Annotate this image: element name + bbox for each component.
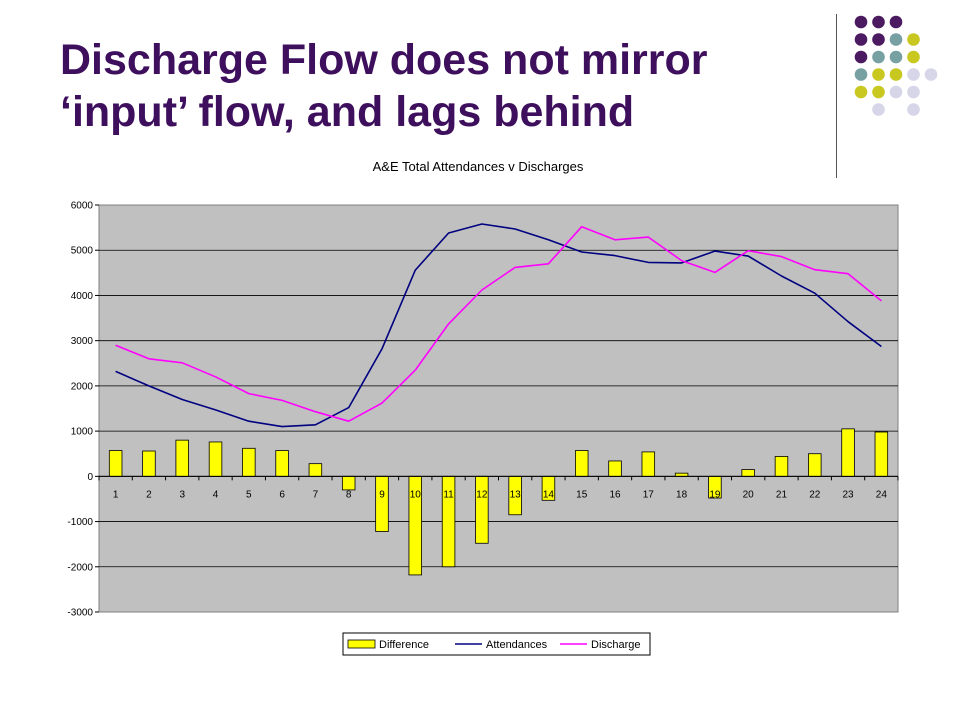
discharge-line [115, 225, 882, 423]
y-tick-label: -1000 [67, 517, 93, 528]
y-tick-label: 1000 [71, 427, 94, 438]
plot-area [98, 204, 899, 613]
y-tick-label: 4000 [71, 291, 94, 302]
difference-bar [774, 456, 789, 477]
y-tick-label: 5000 [71, 246, 94, 257]
x-tick-label: 8 [346, 489, 352, 500]
x-tick-label: 1 [113, 489, 119, 500]
decor-dot [872, 68, 885, 81]
x-tick-label: 15 [576, 489, 588, 500]
decor-dot [889, 50, 903, 64]
chart-title: A&E Total Attendances v Discharges [373, 159, 584, 174]
x-tick-label: 3 [179, 489, 185, 500]
decorative-dot-grid [854, 15, 938, 116]
difference-bar [108, 450, 123, 477]
decor-dot [854, 68, 868, 81]
x-tick-label: 7 [313, 489, 319, 500]
x-tick-label: 13 [510, 489, 522, 500]
decor-dot [872, 103, 885, 116]
x-tick-label: 20 [743, 489, 755, 500]
attendances-line [115, 223, 882, 428]
x-tick-label: 16 [609, 489, 621, 500]
decor-dot [889, 85, 903, 99]
legend-label-difference: Difference [379, 639, 429, 651]
y-tick-label: 3000 [71, 336, 94, 347]
difference-bar [308, 463, 323, 477]
legend-box [342, 632, 651, 656]
difference-bar [608, 460, 622, 477]
difference-bar [741, 469, 755, 477]
decor-dot [907, 33, 920, 46]
difference-bar [475, 475, 489, 544]
difference-bar [275, 450, 289, 477]
y-tick-label: -3000 [67, 608, 93, 619]
difference-bar [874, 431, 889, 477]
x-tick-label: 6 [279, 489, 285, 500]
x-tick-label: 10 [410, 489, 422, 500]
y-tick-label: 0 [87, 472, 93, 483]
difference-bar [575, 450, 589, 477]
decor-dot [889, 68, 903, 81]
vertical-divider [836, 14, 837, 178]
difference-bar [208, 441, 223, 477]
difference-bar [808, 453, 822, 477]
decor-dot [854, 50, 868, 64]
slide-title-line-1: Discharge Flow does not mirror [60, 36, 708, 84]
slide-title: Discharge Flow does not mirror ‘input’ f… [60, 34, 820, 138]
y-tick-label: -2000 [67, 562, 93, 573]
decor-dot [889, 15, 903, 29]
decor-dot [872, 50, 885, 64]
decor-dot [854, 15, 868, 29]
series-lines [115, 223, 882, 428]
x-tick-label: 12 [476, 489, 488, 500]
difference-bar [175, 439, 189, 477]
decor-dot [872, 33, 885, 46]
x-tick-label: 11 [443, 489, 454, 500]
decor-dot [872, 85, 885, 99]
decor-dot [907, 50, 920, 64]
x-tick-label: 9 [379, 489, 385, 500]
difference-bar [341, 475, 356, 491]
x-tick-label: 19 [709, 489, 721, 500]
y-axis-ticks: 6000 5000 4000 3000 2000 1000 0 -1000 -2000 -3000 [67, 201, 99, 619]
x-tick-label: 18 [676, 489, 688, 500]
decor-dot [907, 68, 920, 81]
x-tick-label: 14 [543, 489, 555, 500]
decor-dot [872, 15, 885, 29]
x-tick-label: 23 [843, 489, 855, 500]
legend-label-attendances: Attendances [486, 639, 548, 651]
chart-legend: Difference Attendances Discharge [342, 632, 651, 656]
legend-label-discharge: Discharge [591, 639, 641, 651]
decor-dot [854, 85, 868, 99]
difference-bar [142, 450, 156, 477]
difference-bar [242, 447, 256, 477]
x-tick-label: 2 [146, 489, 152, 500]
gridlines [99, 249, 898, 568]
difference-bar [841, 428, 855, 477]
slide-title-line-2: ‘input’ flow, and lags behind [60, 88, 635, 136]
x-tick-label: 21 [776, 489, 788, 500]
decor-dot [924, 68, 938, 81]
legend-swatch-difference [347, 639, 376, 649]
x-tick-label: 4 [213, 489, 219, 500]
x-tick-label: 24 [876, 489, 888, 500]
decor-dot [907, 85, 920, 99]
decor-dot [889, 33, 903, 46]
decor-dot [907, 103, 920, 116]
decor-dot [854, 33, 868, 46]
y-tick-label: 2000 [71, 381, 94, 392]
difference-bar [641, 451, 656, 477]
y-tick-label: 6000 [71, 201, 94, 212]
difference-bar [375, 475, 389, 532]
x-tick-label: 22 [809, 489, 821, 500]
x-tick-label: 17 [643, 489, 655, 500]
x-tick-label: 5 [246, 489, 252, 500]
x-axis-ticks: 1 2 3 4 5 6 7 8 9 10 11 12 13 14 15 16 17 18 19 20 21 22 23 24 [98, 476, 899, 500]
